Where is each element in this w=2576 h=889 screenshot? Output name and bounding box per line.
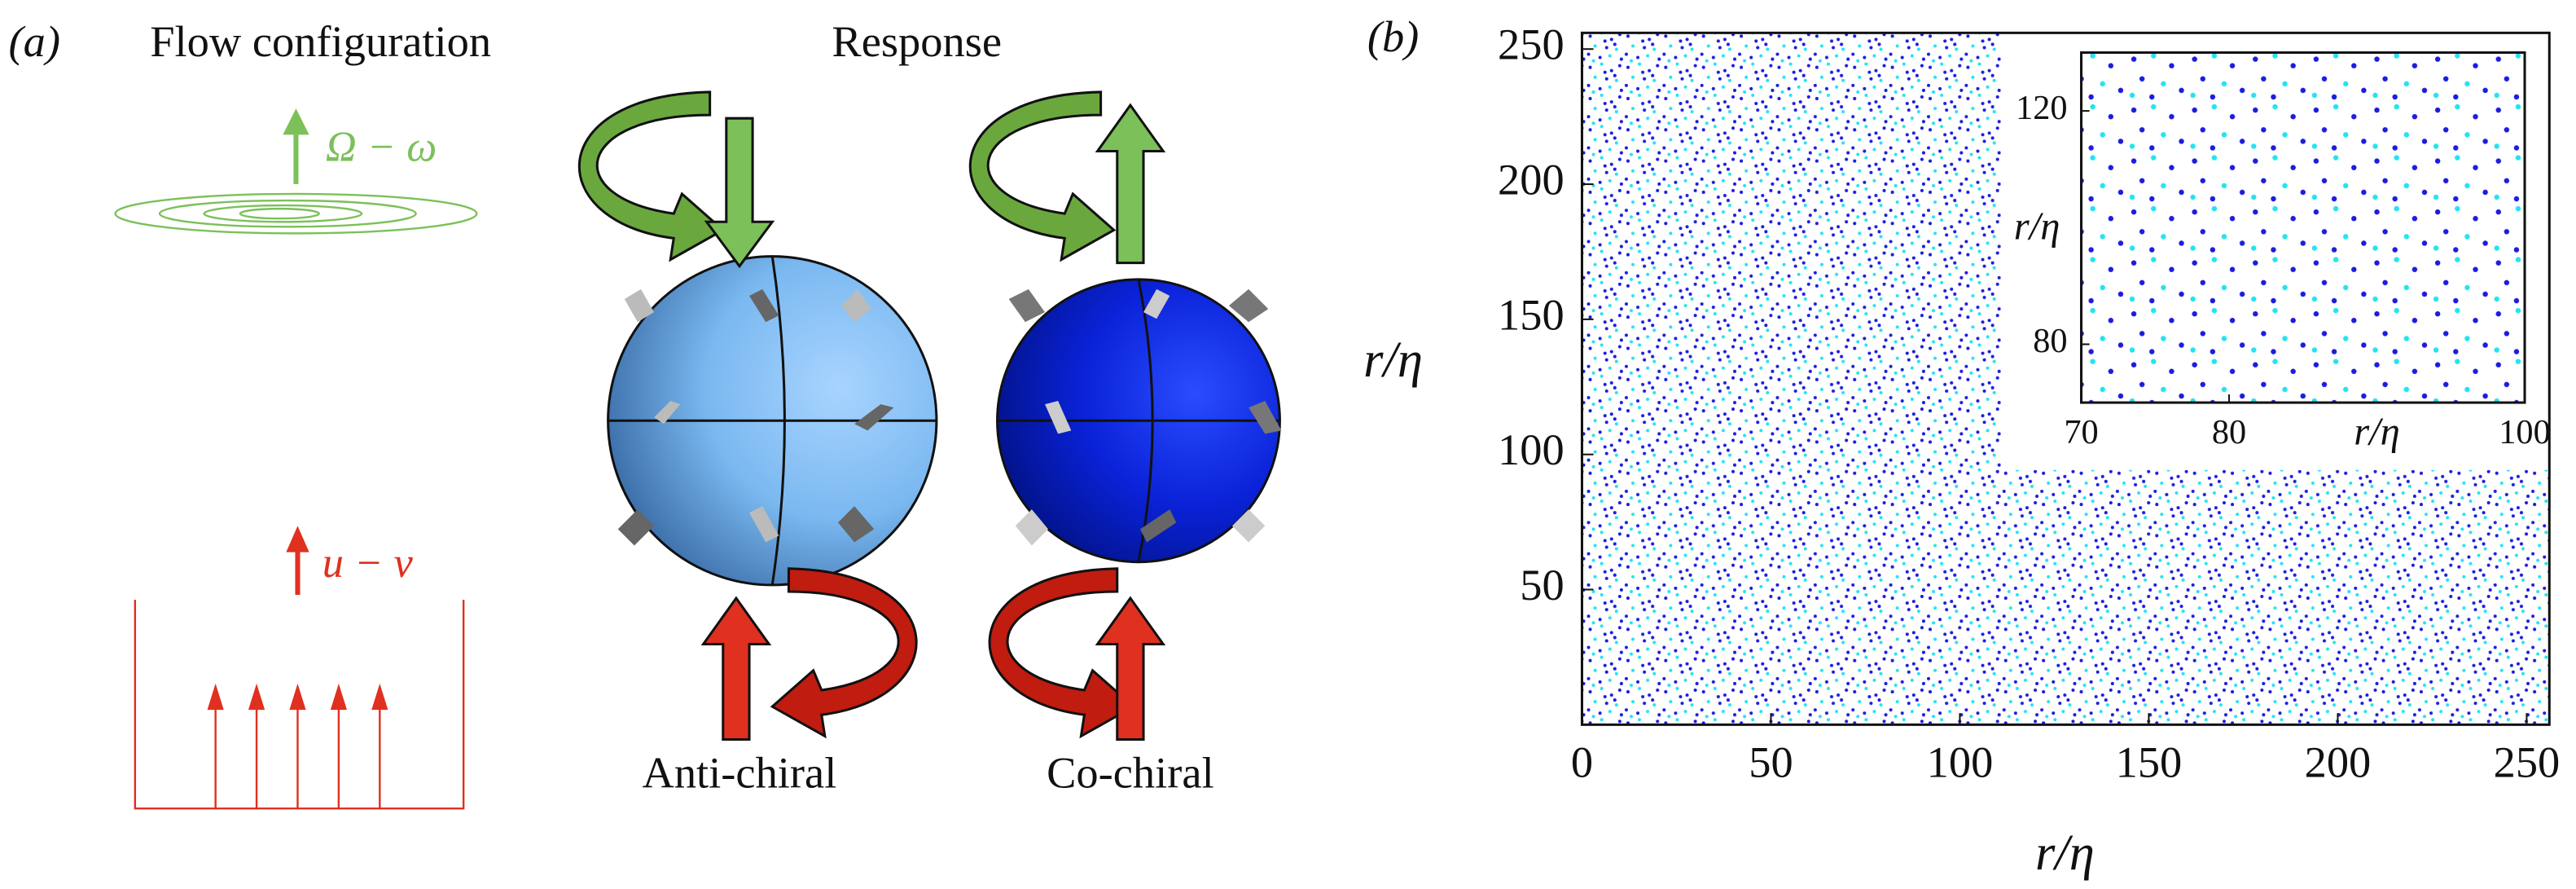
x-tick-label: 70 [2064, 413, 2098, 451]
x-tick-label: 80 [2212, 413, 2246, 451]
x-tick-label: 100 [1927, 737, 1994, 787]
sphere-vanes [617, 288, 1282, 546]
x-tick-label: 250 [2494, 737, 2561, 787]
x-axis-label: r/η [2035, 824, 2095, 881]
rotation-arrow [283, 108, 309, 135]
y-tick-label: 200 [1498, 155, 1564, 205]
panel-label: (b) [1367, 11, 1419, 61]
velocity-arrowheads [207, 526, 388, 711]
rotation-field [114, 131, 478, 235]
response-title: Response [832, 16, 1002, 66]
x-tick-label: 150 [2116, 737, 2183, 787]
flow-title: Flow configuration [150, 16, 491, 66]
x-tick-label: 0 [1571, 737, 1593, 787]
x-tick-label: 100 [2499, 413, 2551, 451]
x-tick-label: 50 [1749, 737, 1793, 787]
y-tick-label: 50 [1520, 560, 1564, 610]
x-axis-label: r/η [2354, 409, 2400, 453]
y-tick-label: 150 [1498, 289, 1564, 339]
anti-chiral-label: Anti-chiral [643, 747, 837, 797]
rotation-label: Ω − ω [326, 124, 437, 171]
y-tick-label: 100 [1498, 425, 1564, 474]
y-tick-label: 250 [1498, 20, 1564, 69]
plot-frame [1580, 31, 2551, 726]
particle-field [2081, 52, 2526, 403]
velocity-field [134, 545, 465, 810]
spheres [607, 255, 1281, 587]
y-tick-label: 80 [2033, 322, 2067, 360]
y-axis-label: r/η [1363, 331, 1423, 388]
response-arrows [577, 90, 1166, 741]
y-axis-label: r/η [2014, 205, 2060, 249]
charts: 0 50 100 150 200 250 50 100 150 200 250 r/η r/η 70 80 1… [1363, 20, 2560, 881]
velocity-label: u − v [323, 539, 414, 587]
plot-frame [2080, 51, 2526, 404]
co-chiral-label: Co-chiral [1047, 747, 1214, 797]
panel-label: (a) [9, 16, 60, 66]
x-tick-label: 200 [2305, 737, 2372, 787]
y-tick-label: 120 [2016, 89, 2067, 127]
